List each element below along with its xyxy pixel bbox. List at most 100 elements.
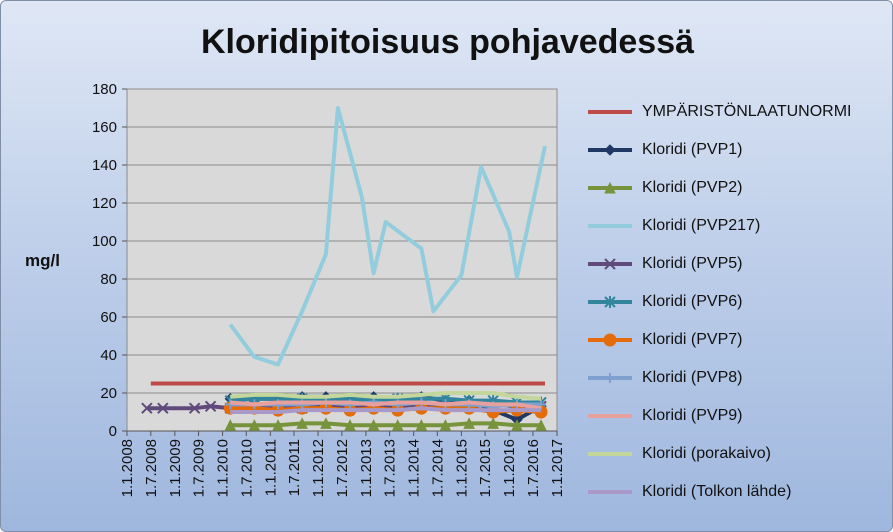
y-tick-label: 40: [100, 347, 117, 364]
y-tick-label: 100: [92, 233, 117, 250]
legend-label: Kloridi (PVP5): [642, 255, 743, 272]
legend-label: Kloridi (PVP6): [642, 293, 743, 310]
legend-item: Kloridi (Tolkon lähde): [586, 473, 886, 511]
y-tick-label: 160: [92, 119, 117, 136]
chart-title: Kloridipitoisuus pohjavedessä: [200, 23, 695, 61]
data-point: [188, 402, 201, 414]
data-point: [415, 419, 428, 431]
legend-swatch-marker: [604, 296, 616, 308]
x-tick-label: 1.1.2008: [119, 439, 136, 497]
x-tick-label: 1.1.2014: [406, 439, 423, 497]
plot-area: [126, 88, 558, 432]
data-point: [487, 417, 499, 429]
x-tick-label: 1.1.2011: [262, 439, 279, 496]
legend-item: Kloridi (PVP7): [586, 321, 886, 359]
data-point: [511, 419, 523, 431]
legend-label: Kloridi (PVP8): [642, 369, 743, 386]
series-line: [230, 406, 541, 414]
x-tick-label: 1.1.2015: [453, 439, 470, 497]
data-point: [248, 419, 261, 431]
legend-swatch: [588, 110, 632, 114]
y-tick-label: 60: [100, 309, 117, 326]
x-tick-label: 1.1.2013: [358, 439, 375, 497]
legend-swatch-marker: [604, 181, 616, 194]
legend-swatch-marker: [604, 258, 616, 270]
data-point: [204, 400, 217, 413]
legend-label: Kloridi (PVP2): [642, 179, 743, 196]
x-tick-label: 1.7.2016: [525, 439, 542, 497]
series-line: [230, 396, 541, 405]
legend-swatch: [588, 224, 632, 228]
x-tick-label: 1.1.2017: [549, 439, 566, 497]
y-tick-label: 0: [109, 423, 117, 440]
data-point: [367, 419, 380, 431]
x-tick-label: 1.1.2009: [167, 439, 184, 497]
series-line: [230, 391, 542, 401]
legend-swatch: [588, 181, 632, 194]
legend-swatch: [588, 333, 632, 347]
legend-label: Kloridi (PVP217): [642, 217, 761, 234]
data-point: [391, 419, 404, 431]
legend-label: Kloridi (PVP9): [642, 407, 743, 424]
legend-swatch-marker: [605, 373, 615, 383]
legend-swatch-marker: [604, 144, 616, 156]
x-tick-label: 1.7.2008: [143, 439, 160, 497]
legend-item: Kloridi (PVP2): [586, 169, 886, 207]
data-point: [320, 417, 332, 429]
data-point: [141, 402, 153, 414]
x-tick-label: 1.7.2010: [238, 439, 255, 497]
data-point: [224, 419, 237, 431]
x-tick-label: 1.1.2016: [501, 439, 518, 497]
legend-label: Kloridi (PVP1): [642, 141, 743, 158]
legend-swatch: [588, 296, 632, 308]
legend-item: Kloridi (PVP8): [586, 359, 886, 397]
x-tick-label: 1.7.2009: [191, 439, 208, 497]
x-tick-label: 1.7.2014: [429, 439, 446, 497]
legend-swatch: [588, 490, 632, 494]
data-point: [296, 417, 308, 429]
legend-label: YMPÄRISTÖNLAATUNORMI: [642, 103, 852, 120]
legend-swatch: [588, 144, 632, 156]
y-tick-label: 20: [100, 385, 117, 402]
series-8: [230, 400, 542, 411]
x-tick-label: 1.1.2010: [215, 439, 232, 497]
legend-swatch: [588, 414, 632, 418]
legend-item: Kloridi (PVP1): [586, 131, 886, 169]
legend: YMPÄRISTÖNLAATUNORMI Kloridi (PVP1) Klorid…: [586, 93, 886, 511]
series-9: [230, 391, 542, 401]
data-point: [157, 402, 169, 414]
legend-label: Kloridi (Tolkon lähde): [642, 483, 792, 500]
data-point: [535, 419, 547, 431]
x-tick-label: 1.7.2011: [286, 439, 303, 496]
series-10: [230, 406, 541, 414]
series-line: [230, 400, 542, 411]
legend-item: YMPÄRISTÖNLAATUNORMI: [586, 93, 886, 131]
legend-item: Kloridi (PVP5): [586, 245, 886, 283]
data-point: [463, 417, 475, 429]
x-tick-label: 1.7.2013: [382, 439, 399, 497]
x-tick-label: 1.1.2012: [310, 439, 327, 497]
legend-swatch: [588, 373, 632, 383]
data-point: [272, 419, 284, 431]
series-3: [228, 106, 547, 367]
legend-label: Kloridi (porakaivo): [642, 445, 771, 462]
legend-item: Kloridi (PVP6): [586, 283, 886, 321]
legend-swatch: [588, 452, 632, 456]
legend-item: Kloridi (porakaivo): [586, 435, 886, 473]
legend-item: Kloridi (PVP217): [586, 207, 886, 245]
y-tick-label: 180: [92, 81, 117, 98]
legend-swatch-marker: [603, 333, 617, 347]
y-tick-label: 120: [92, 195, 117, 212]
series-2: [224, 417, 547, 431]
legend-swatch: [588, 258, 632, 270]
legend-label: Kloridi (PVP7): [642, 331, 743, 348]
data-point: [344, 419, 356, 431]
data-point: [439, 419, 452, 431]
legend-item: Kloridi (PVP9): [586, 397, 886, 435]
series-line: [228, 106, 547, 367]
x-tick-label: 1.7.2012: [334, 439, 351, 497]
y-tick-label: 80: [100, 271, 117, 288]
x-tick-label: 1.7.2015: [477, 439, 494, 497]
